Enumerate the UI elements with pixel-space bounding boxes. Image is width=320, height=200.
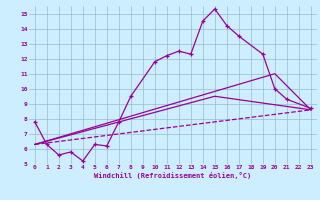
X-axis label: Windchill (Refroidissement éolien,°C): Windchill (Refroidissement éolien,°C) — [94, 172, 252, 179]
